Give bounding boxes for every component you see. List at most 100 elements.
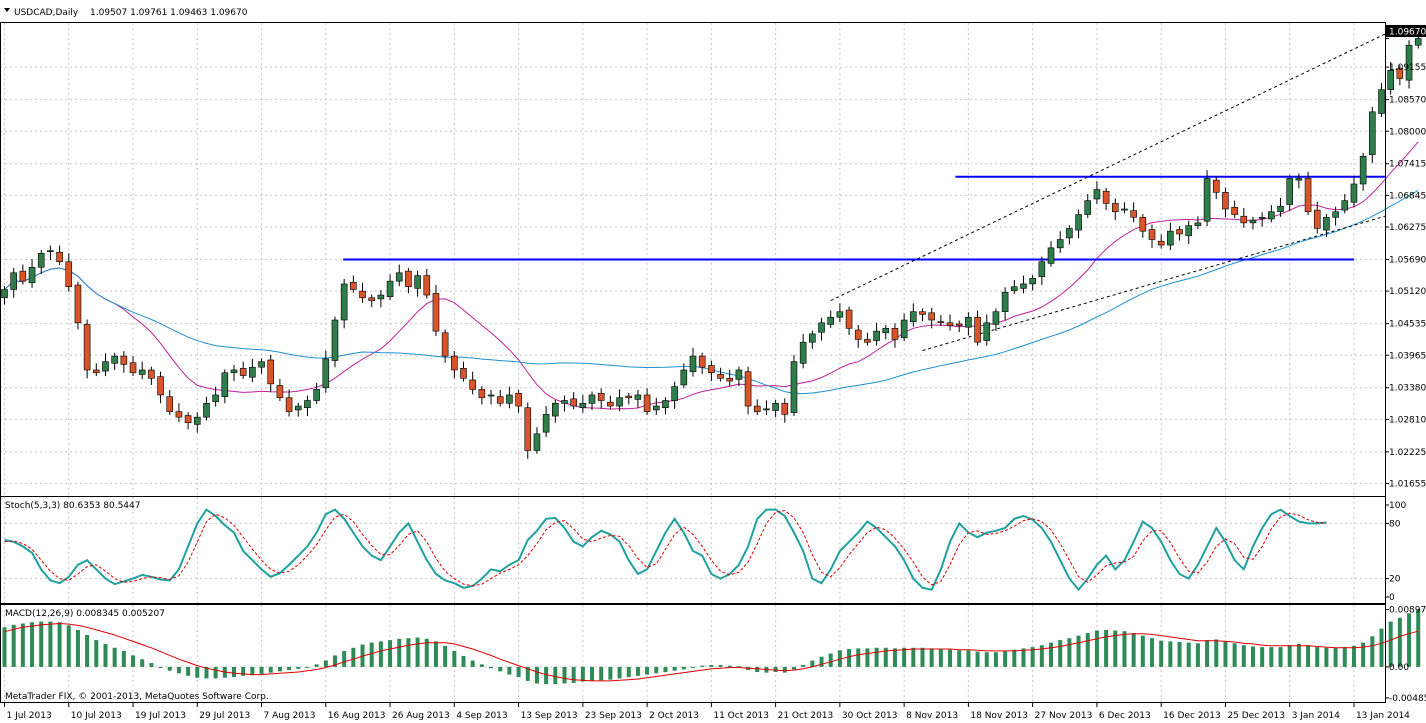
macd-tick-label: 0.00 [1389, 663, 1409, 673]
macd-tick-label: -0.004859 [1389, 694, 1426, 704]
candle [1369, 111, 1376, 155]
candle [937, 321, 945, 324]
x-tick-label: 16 Aug 2013 [328, 711, 386, 721]
candle [570, 398, 577, 407]
y-tick-label: 1.01655 [1389, 480, 1426, 490]
chevron-down-icon[interactable] [4, 8, 10, 12]
candle [955, 323, 963, 326]
macd-bar [966, 650, 971, 667]
macd-bar [755, 666, 760, 673]
candle [1396, 68, 1404, 79]
y-tick-label: 1.04535 [1389, 320, 1426, 330]
macd-bar [773, 666, 778, 673]
macd-bar [1416, 609, 1421, 667]
x-tick-label: 11 Oct 2013 [713, 711, 769, 721]
macd-bar [305, 666, 310, 668]
candle [368, 297, 376, 301]
candle [1130, 210, 1137, 218]
macd-bar [406, 638, 411, 667]
main-price-axis: 1.09155 1.08570 1.08000 1.07415 1.06845 1.062… [1385, 38, 1426, 490]
candle [680, 369, 688, 386]
candle [809, 333, 816, 343]
candle [643, 394, 651, 412]
macd-bar [1370, 636, 1375, 667]
macd-bar [1287, 645, 1292, 667]
candle [1139, 217, 1147, 232]
macd-bar [608, 666, 613, 680]
candle [193, 416, 201, 425]
candle [717, 374, 724, 379]
candle [1268, 211, 1275, 220]
candle [313, 389, 320, 401]
stochastic-pane: Stoch(5,3,3) 80.6353 80.5447 100 80 20 0 [0, 496, 1406, 604]
candle [1148, 229, 1156, 240]
macd-bar [1030, 647, 1035, 667]
candle [965, 316, 972, 328]
candle [799, 341, 807, 364]
macd-bar [819, 656, 824, 667]
candle [395, 272, 403, 282]
macd-bar [534, 666, 539, 684]
candle [1047, 247, 1055, 264]
candle [249, 366, 256, 378]
macd-axis: 0.008974 0.00 -0.004859 [1385, 606, 1426, 704]
candle [1359, 155, 1367, 185]
macd-bar [388, 640, 393, 667]
candle [1167, 230, 1174, 246]
candle [496, 396, 504, 404]
candle [1111, 203, 1119, 213]
candle [377, 294, 385, 300]
y-tick-label: 1.07415 [1389, 160, 1426, 170]
symbol-label: USDCAD,Daily [14, 8, 79, 18]
macd-bar [847, 649, 852, 667]
macd-bar [571, 666, 576, 683]
macd-bar [1388, 621, 1393, 667]
candle [1194, 222, 1202, 226]
candle [1405, 44, 1413, 81]
candle [579, 402, 587, 409]
candle [873, 330, 880, 341]
candle [551, 402, 559, 417]
candle [1102, 190, 1110, 204]
macd-bar [1122, 631, 1127, 667]
macd-bar [1049, 642, 1054, 667]
macd-bar [801, 664, 806, 667]
candle [827, 316, 835, 325]
macd-bar [718, 664, 723, 667]
x-tick-label: 25 Dec 2013 [1227, 711, 1285, 721]
candle [919, 311, 926, 315]
candle [120, 355, 128, 365]
y-tick-label: 1.08570 [1389, 96, 1426, 106]
macd-bar [204, 666, 209, 679]
y-tick-label: 1.06845 [1389, 191, 1426, 201]
candle [671, 386, 678, 401]
candle [331, 319, 339, 361]
candle [175, 411, 183, 418]
macd-bar [415, 637, 420, 667]
candle [974, 316, 981, 343]
macd-bar [48, 621, 53, 667]
macd-bar [1232, 643, 1237, 667]
macd-bar [948, 649, 953, 667]
y-tick-label: 1.03380 [1389, 384, 1426, 394]
macd-bar [378, 641, 383, 667]
macd-bar [1159, 640, 1164, 667]
candle [487, 394, 495, 397]
macd-bar [2, 627, 7, 667]
candle [634, 394, 642, 400]
macd-bar [1067, 638, 1072, 667]
macd-bar [874, 647, 879, 667]
candle [212, 394, 219, 402]
macd-signal-line [4, 622, 1419, 682]
candle [790, 361, 798, 414]
macd-bar [672, 666, 677, 671]
candle [1323, 217, 1330, 231]
stoch-signal-line [4, 509, 1327, 587]
macd-bar [1397, 617, 1402, 667]
macd-grid [0, 605, 1385, 702]
macd-bar [342, 650, 347, 667]
candle [184, 415, 192, 424]
macd-bar [1223, 641, 1228, 667]
stochastic-title: Stoch(5,3,3) 80.6353 80.5447 [5, 501, 140, 511]
